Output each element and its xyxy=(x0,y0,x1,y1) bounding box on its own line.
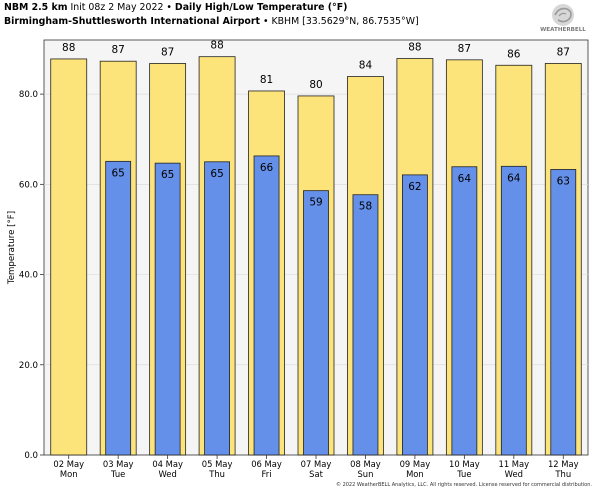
x-tick-day: Mon xyxy=(406,469,424,479)
low-temp-label: 58 xyxy=(359,201,372,213)
x-tick-day: Wed xyxy=(505,469,523,479)
low-temp-bar xyxy=(451,166,478,456)
low-temp-label: 65 xyxy=(111,167,124,179)
low-temp-label: 65 xyxy=(161,169,174,181)
x-tick-date: 07 May xyxy=(301,459,332,469)
x-tick-date: 08 May xyxy=(350,459,381,469)
low-temp-bar xyxy=(105,160,132,456)
separator-dot: • xyxy=(262,16,269,27)
data-labels: 88 87 65 87 65 88 65 81 66 80 59 84 58 88 62 87 64 86 64 87… xyxy=(62,40,570,213)
product-name: Daily High/Low Temperature (°F) xyxy=(174,2,348,13)
x-tick-date: 04 May xyxy=(152,459,183,469)
high-temp-label: 87 xyxy=(111,44,124,56)
x-tick-day: Tue xyxy=(456,469,471,479)
x-tick-date: 10 May xyxy=(449,459,480,469)
y-tick-label: 0.0 xyxy=(24,451,38,461)
x-tick-date: 12 May xyxy=(548,459,579,469)
x-tick-date: 09 May xyxy=(400,459,431,469)
x-tick-date: 11 May xyxy=(498,459,529,469)
low-temp-label: 59 xyxy=(309,197,322,209)
logo-text: WEATHERBELL xyxy=(540,27,586,33)
low-temp-bar xyxy=(500,165,527,456)
low-temp-label: 66 xyxy=(260,162,274,174)
station-info: KBHM [33.5629°N, 86.7535°W] xyxy=(271,16,419,27)
x-tick-date: 02 May xyxy=(53,459,84,469)
separator-dot: • xyxy=(166,2,172,13)
low-temp-bar xyxy=(352,194,379,456)
x-tick-day: Mon xyxy=(60,469,78,479)
low-temp-bar xyxy=(204,161,230,456)
high-temp-label: 87 xyxy=(161,46,174,58)
high-temp-label: 81 xyxy=(260,74,273,86)
x-tick-date: 03 May xyxy=(103,459,134,469)
weatherbell-logo: WEATHERBELL xyxy=(540,4,586,33)
y-tick-label: 60.0 xyxy=(19,180,38,190)
low-temp-label: 63 xyxy=(557,175,570,187)
low-temp-label: 64 xyxy=(458,173,472,185)
high-temp-label: 84 xyxy=(359,60,373,72)
low-temp-bar xyxy=(253,155,280,456)
y-tick-label: 20.0 xyxy=(19,361,38,371)
high-temp-label: 80 xyxy=(309,79,322,91)
x-tick-day: Thu xyxy=(554,469,571,479)
high-temp-label: 86 xyxy=(507,48,521,60)
high-temp-bar xyxy=(50,58,88,456)
bars xyxy=(50,56,582,456)
high-temp-label: 88 xyxy=(62,42,75,54)
chart-title: NBM 2.5 km Init 08z 2 May 2022 • Daily H… xyxy=(4,2,347,14)
x-tick-date: 05 May xyxy=(202,459,233,469)
y-tick-label: 80.0 xyxy=(19,90,38,100)
x-tick-day: Tue xyxy=(110,469,125,479)
x-tick-day: Sun xyxy=(357,469,373,479)
low-temp-label: 64 xyxy=(507,172,521,184)
copyright-notice: © 2022 WeatherBELL Analytics, LLC. All r… xyxy=(335,482,592,488)
weatherbell-swirl-icon xyxy=(552,4,574,26)
high-temp-label: 87 xyxy=(557,46,570,58)
high-temp-label: 87 xyxy=(458,43,471,55)
x-tick-date: 06 May xyxy=(251,459,282,469)
y-axis-label: Temperature [°F] xyxy=(7,211,17,285)
low-temp-bar xyxy=(154,162,181,456)
x-tick-day: Wed xyxy=(159,469,177,479)
y-tick-label: 40.0 xyxy=(19,271,38,281)
station-name: Birmingham-Shuttlesworth International A… xyxy=(4,16,260,27)
low-temp-label: 65 xyxy=(210,168,223,180)
x-tick-day: Sat xyxy=(309,469,323,479)
high-temp-label: 88 xyxy=(210,40,223,52)
model-name: NBM 2.5 km xyxy=(4,2,68,13)
x-tick-day: Thu xyxy=(208,469,225,479)
chart-subtitle: Birmingham-Shuttlesworth International A… xyxy=(4,16,419,28)
init-time: Init 08z 2 May 2022 xyxy=(70,2,164,13)
low-temp-bar xyxy=(303,190,329,456)
high-temp-label: 88 xyxy=(408,41,421,53)
low-temp-label: 62 xyxy=(408,181,421,193)
y-axis: 0.0 20.0 40.0 60.0 80.0 xyxy=(19,90,44,461)
x-tick-day: Fri xyxy=(262,469,272,479)
low-temp-bar xyxy=(402,174,428,456)
low-temp-bar xyxy=(550,169,577,456)
